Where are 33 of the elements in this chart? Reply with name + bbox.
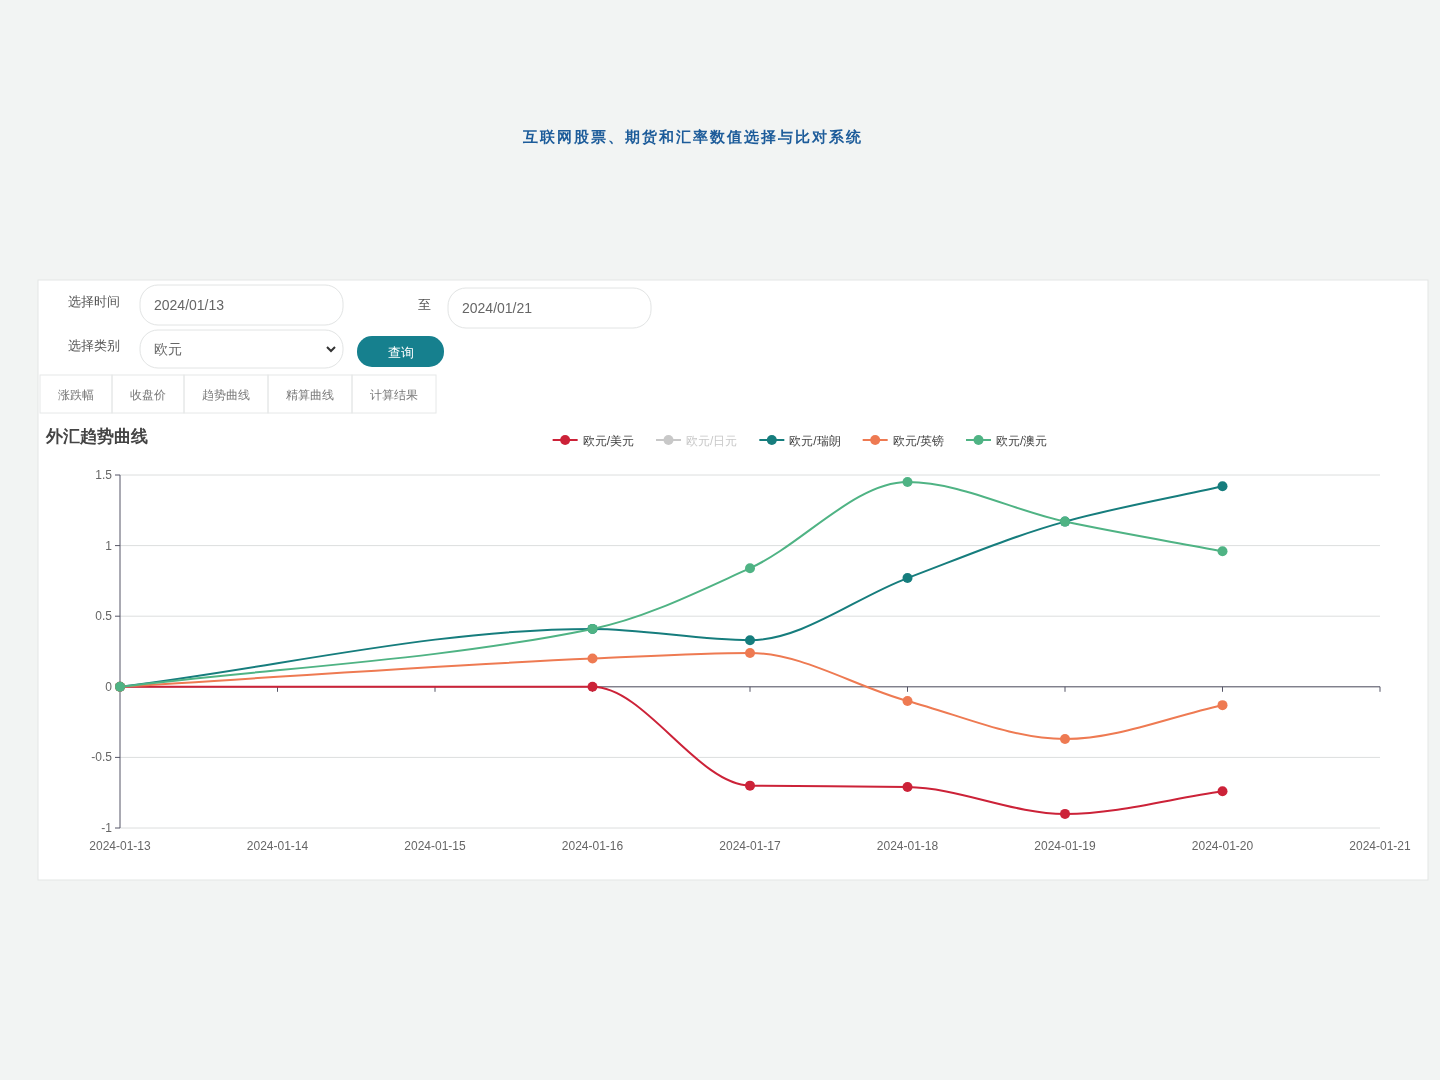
text: 涨跌幅 — [58, 388, 94, 402]
x-tick-label: 2024-01-13 — [89, 839, 152, 853]
x-tick-label: 2024-01-19 — [1034, 839, 1097, 853]
text: 选择类别 — [68, 338, 120, 353]
x-tick-label: 2024-01-14 — [246, 839, 309, 853]
text: 查询 — [387, 344, 414, 360]
text: 2024/01/21 — [462, 300, 533, 316]
x-tick-label: 2024-01-21 — [1349, 839, 1412, 853]
y-tick-label: 0.5 — [95, 609, 113, 624]
y-tick-label: 1 — [105, 538, 113, 553]
chart-title: 外汇趋势曲线 — [45, 427, 148, 446]
y-tick-label: -1 — [101, 821, 113, 835]
text: 互联网股票、期货和汇率数值选择与比对系统 — [522, 128, 863, 145]
y-tick-label: 0 — [105, 679, 113, 694]
text: 至 — [418, 297, 431, 312]
text: 欧元 — [154, 341, 182, 357]
x-tick-label: 2024-01-15 — [404, 839, 467, 853]
y-tick-label: 1.5 — [95, 468, 113, 482]
text: 选择时间 — [68, 294, 120, 309]
legend-label: 欧元/瑞朗 — [789, 433, 841, 448]
x-tick-label: 2024-01-20 — [1191, 839, 1254, 853]
x-tick-label: 2024-01-16 — [561, 839, 624, 853]
x-tick-label: 2024-01-18 — [876, 839, 939, 853]
text: 趋势曲线 — [202, 388, 250, 402]
x-tick-label: 2024-01-17 — [719, 839, 782, 853]
legend-label: 欧元/英镑 — [892, 433, 945, 448]
text: 收盘价 — [130, 388, 166, 402]
text: 精算曲线 — [286, 388, 334, 402]
legend-label: 欧元/美元 — [582, 433, 634, 448]
legend-label: 欧元/澳元 — [996, 433, 1048, 448]
text: 计算结果 — [370, 388, 418, 402]
text: 2024/01/13 — [154, 297, 225, 313]
y-tick-label: -0.5 — [91, 750, 113, 765]
